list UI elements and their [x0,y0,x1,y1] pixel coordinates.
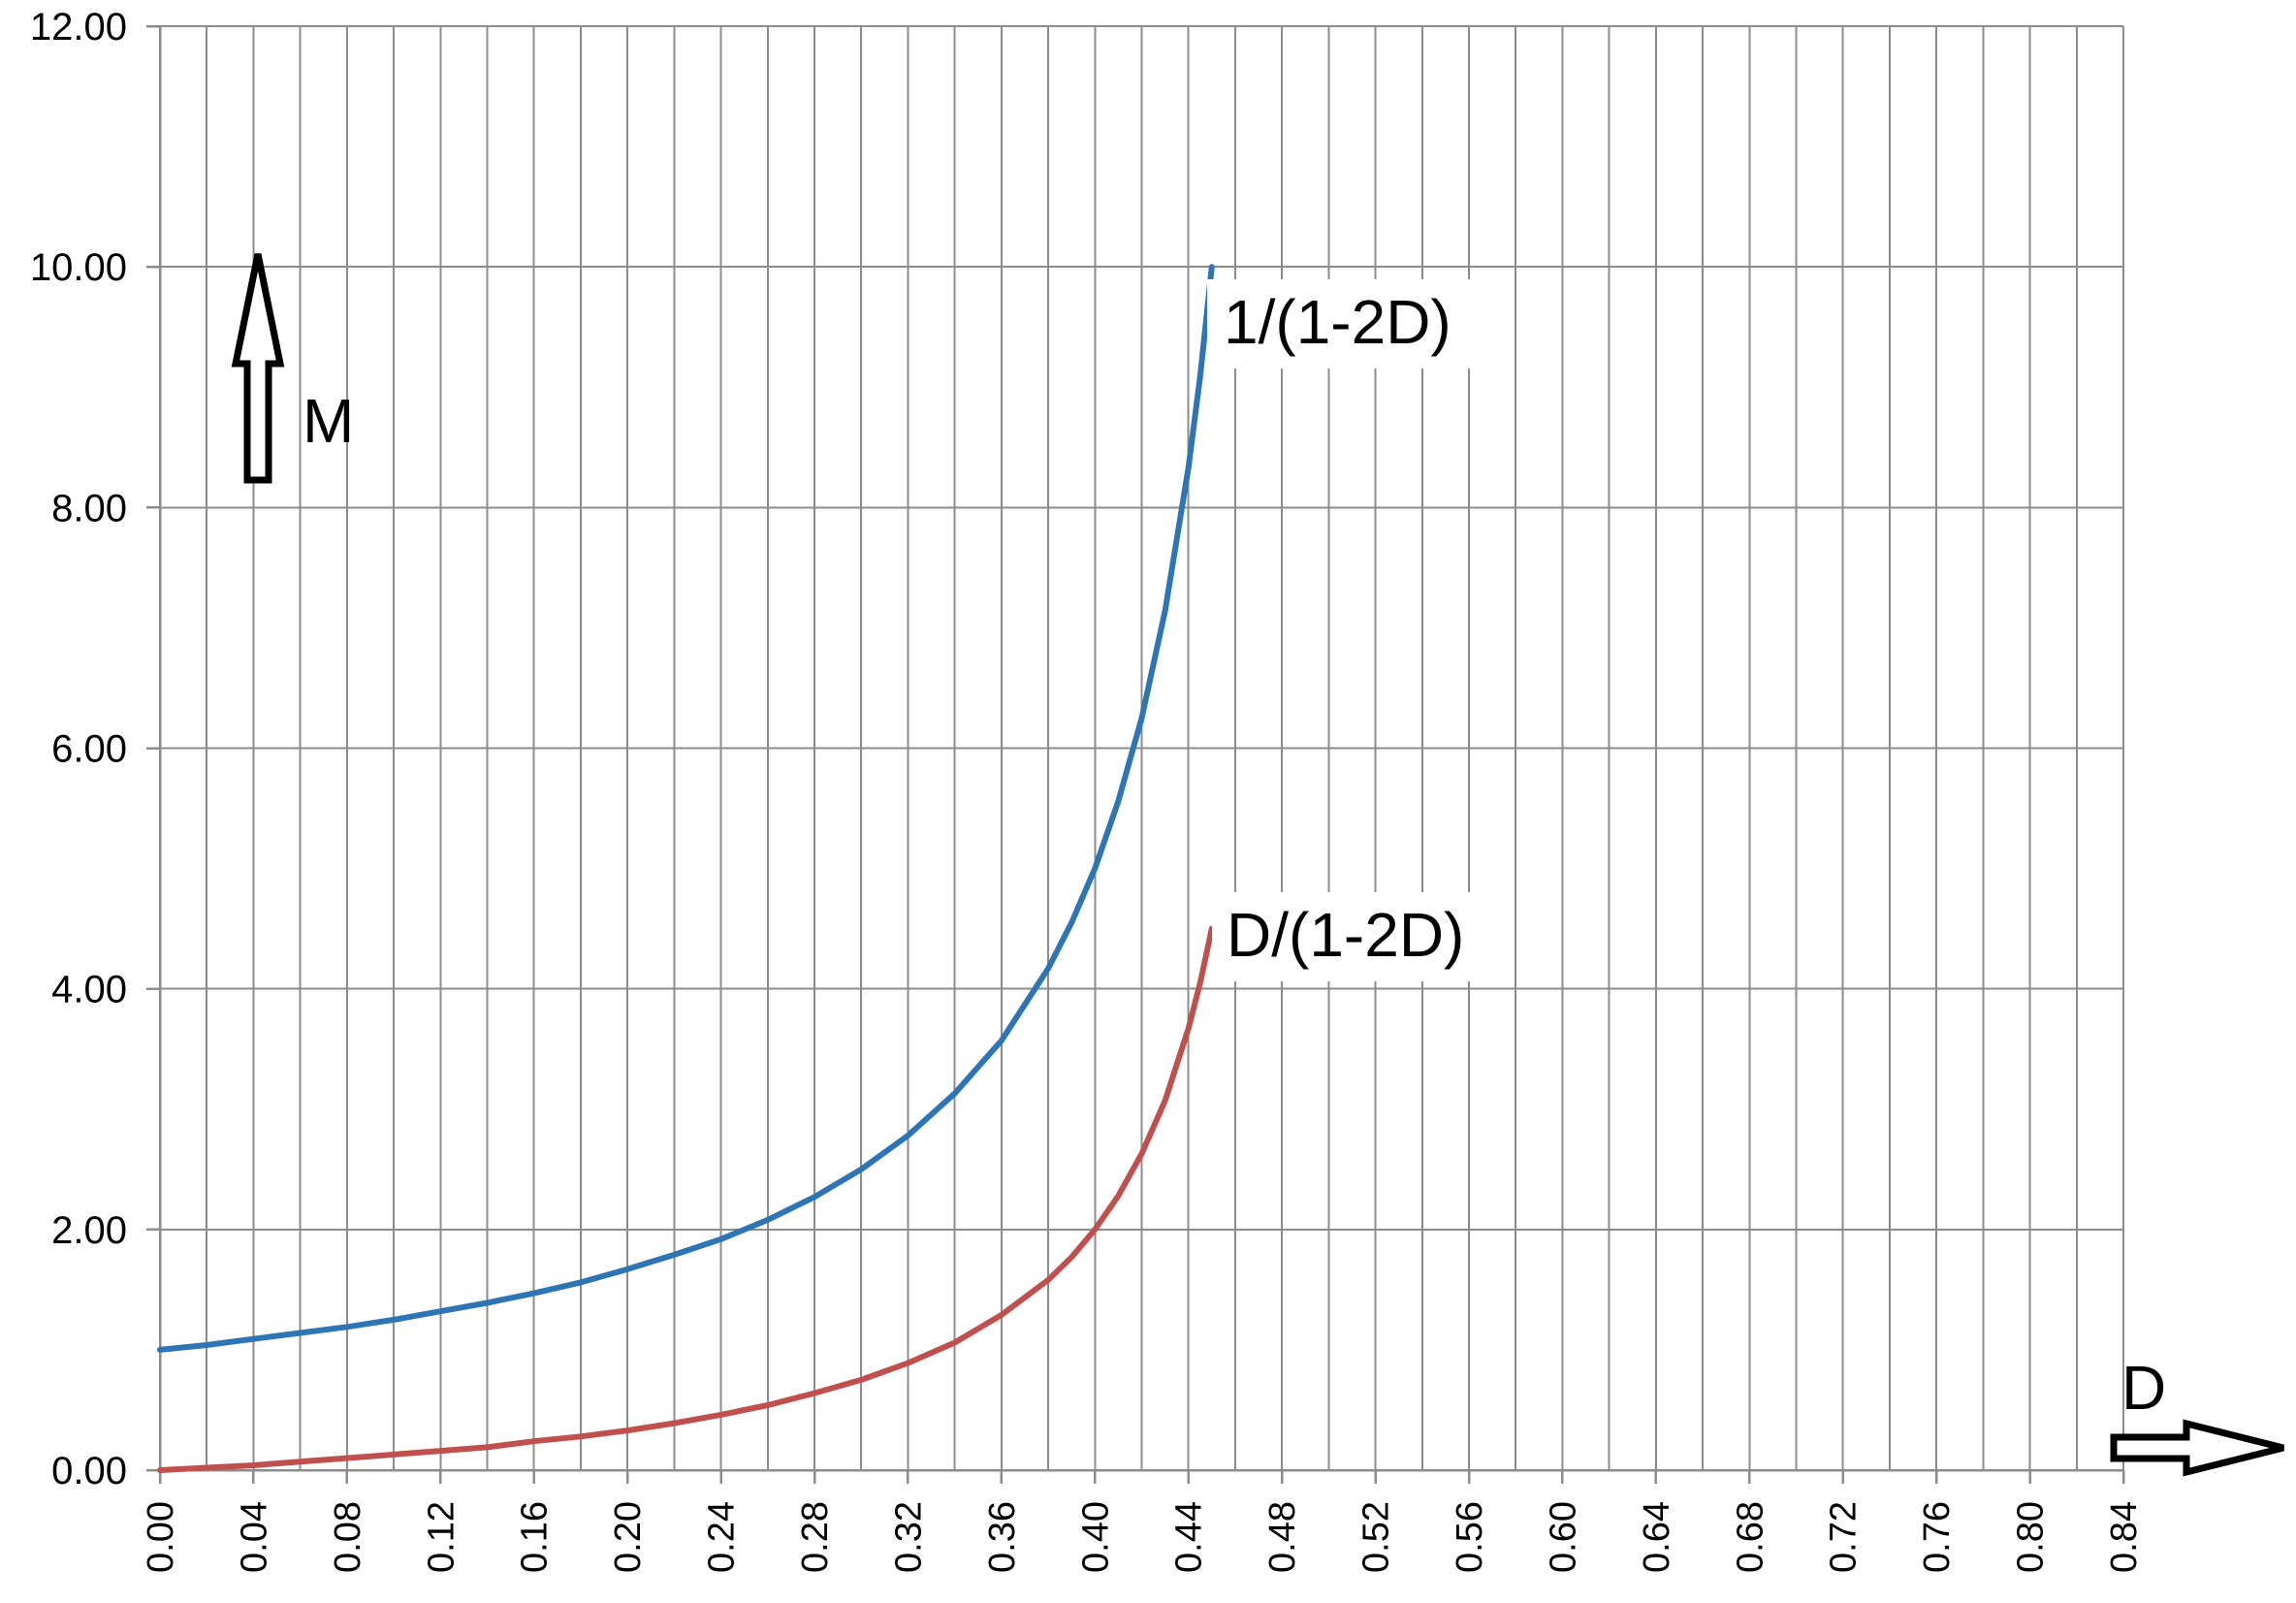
x-tick-label: 0.04 [234,1501,274,1573]
x-axis-arrow-icon [2110,1419,2284,1477]
x-tick-label: 0.12 [421,1501,462,1573]
y-tick-label: 2.00 [51,1209,127,1252]
x-tick-label: 0.24 [702,1501,743,1573]
y-axis-label: M [303,386,354,456]
grid [159,25,2124,1471]
series-label-1-text: 1/(1-2D) [1224,287,1451,357]
x-tick-label: 0.32 [888,1501,929,1573]
x-tick-label: 0.44 [1169,1501,1210,1573]
x-tick-label: 0.60 [1543,1501,1583,1573]
y-tick-label: 4.00 [51,969,127,1011]
x-tick-label: 0.64 [1637,1501,1677,1573]
x-tick-label: 0.28 [795,1501,836,1573]
x-tick-label: 0.20 [608,1501,649,1573]
x-tick-label: 0.56 [1450,1501,1490,1573]
x-tick-label: 0.40 [1075,1501,1116,1573]
series-label-2-text: D/(1-2D) [1227,900,1464,970]
x-tick-label: 0.84 [2104,1501,2145,1573]
series-label-1: 1/(1-2D) [1207,279,1483,369]
series-line-1 [157,264,1215,1353]
x-tick-label: 0.08 [328,1501,368,1573]
x-tick-labels: 0.00 0.04 0.08 0.12 0.16 0.20 0.24 0.28 0.32 0.36… [141,1501,2145,1573]
series [157,264,1215,1473]
x-tick-label: 0.16 [515,1501,556,1573]
y-tick-label: 8.00 [51,487,127,529]
x-tick-label: 0.68 [1730,1501,1770,1573]
y-tick-label: 12.00 [30,6,127,48]
x-tick-label: 0.80 [2011,1501,2052,1573]
y-tick-label: 0.00 [51,1450,127,1492]
series-line-2 [157,925,1215,1473]
x-tick-label: 0.48 [1262,1501,1303,1573]
y-tick-label: 10.00 [30,246,127,289]
x-axis-label: D [2121,1353,2166,1423]
axes [146,24,2125,1484]
x-tick-label: 0.00 [141,1501,181,1573]
y-axis-arrow-icon [231,253,285,484]
y-tick-labels: 0.00 2.00 4.00 6.00 8.00 10.00 12.00 [30,6,127,1492]
x-tick-label: 0.72 [1824,1501,1865,1573]
x-tick-label: 0.76 [1917,1501,1958,1573]
series-label-2: D/(1-2D) [1212,892,1498,981]
x-tick-label: 0.36 [982,1501,1023,1573]
x-tick-label: 0.52 [1356,1501,1397,1573]
y-tick-label: 6.00 [51,728,127,771]
